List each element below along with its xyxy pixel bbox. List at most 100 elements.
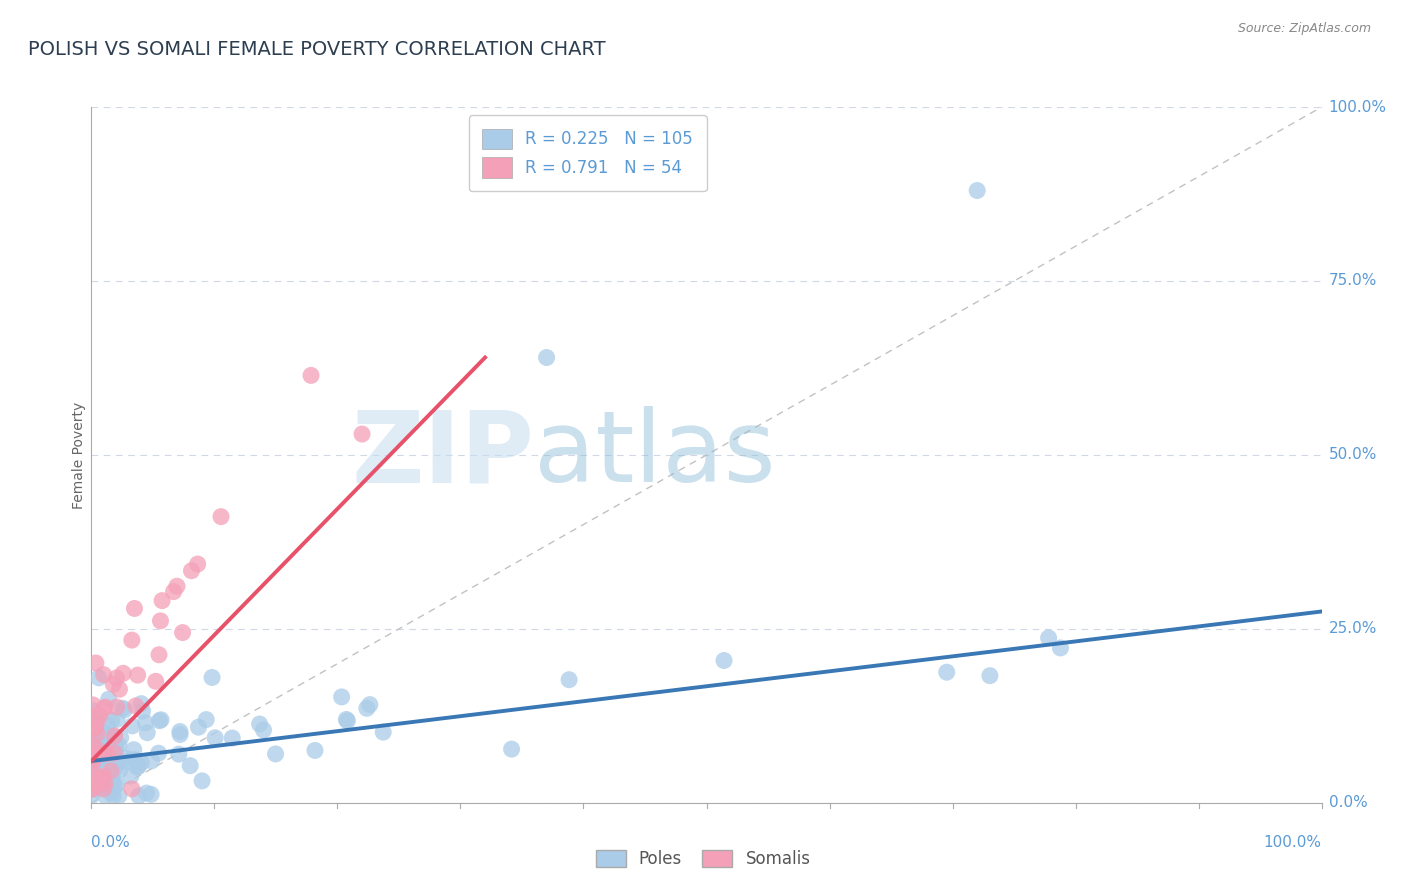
Point	[84, 721, 107, 735]
Point	[264, 747, 287, 761]
Point	[966, 184, 988, 198]
Point	[104, 762, 127, 776]
Point	[179, 758, 201, 772]
Point	[100, 786, 122, 800]
Point	[104, 738, 127, 752]
Point	[127, 668, 149, 682]
Point	[167, 747, 190, 761]
Point	[330, 690, 353, 704]
Point	[97, 772, 120, 786]
Point	[82, 755, 104, 769]
Point	[105, 712, 128, 726]
Point	[89, 708, 111, 723]
Point	[82, 698, 104, 712]
Point	[172, 625, 194, 640]
Point	[121, 781, 143, 796]
Point	[105, 671, 128, 685]
Point	[209, 509, 232, 524]
Point	[87, 671, 110, 685]
Point	[1038, 631, 1060, 645]
Text: 75.0%: 75.0%	[1329, 274, 1376, 288]
Point	[201, 670, 224, 684]
Point	[135, 786, 157, 800]
Point	[114, 751, 136, 765]
Point	[103, 750, 125, 764]
Point	[86, 727, 108, 741]
Point	[94, 777, 117, 791]
Point	[82, 781, 104, 796]
Point	[148, 648, 170, 662]
Point	[94, 762, 117, 776]
Point	[84, 656, 107, 670]
Point	[83, 767, 105, 781]
Point	[105, 749, 128, 764]
Point	[86, 773, 108, 788]
Point	[221, 731, 243, 745]
Point	[1049, 640, 1071, 655]
Point	[97, 692, 120, 706]
Point	[150, 593, 173, 607]
Point	[128, 789, 150, 803]
Point	[935, 665, 957, 680]
Point	[162, 584, 184, 599]
Point	[114, 703, 136, 717]
Point	[84, 782, 107, 797]
Point	[148, 746, 170, 760]
Point	[83, 736, 105, 750]
Point	[107, 756, 129, 771]
Text: 25.0%: 25.0%	[1329, 622, 1376, 636]
Point	[191, 773, 214, 788]
Point	[108, 763, 131, 777]
Point	[90, 731, 112, 745]
Point	[187, 720, 209, 734]
Point	[80, 781, 103, 796]
Point	[122, 752, 145, 766]
Point	[96, 727, 118, 741]
Point	[131, 756, 153, 770]
Point	[83, 724, 105, 739]
Point	[125, 760, 148, 774]
Text: 0.0%: 0.0%	[91, 836, 131, 850]
Point	[100, 780, 122, 794]
Point	[104, 729, 127, 743]
Point	[107, 738, 129, 752]
Point	[108, 682, 131, 697]
Point	[105, 700, 128, 714]
Point	[299, 368, 322, 383]
Point	[100, 764, 122, 778]
Y-axis label: Female Poverty: Female Poverty	[72, 401, 86, 508]
Point	[94, 748, 117, 763]
Point	[124, 601, 146, 615]
Point	[336, 714, 359, 728]
Point	[82, 704, 104, 718]
Point	[89, 745, 111, 759]
Point	[100, 714, 122, 728]
Text: 100.0%: 100.0%	[1329, 100, 1386, 114]
Text: 0.0%: 0.0%	[1329, 796, 1368, 810]
Point	[103, 759, 125, 773]
Point	[86, 711, 108, 725]
Point	[103, 789, 125, 803]
Point	[150, 713, 173, 727]
Point	[93, 667, 115, 681]
Point	[249, 717, 271, 731]
Point	[356, 701, 378, 715]
Point	[103, 746, 125, 760]
Point	[90, 725, 112, 739]
Point	[149, 614, 172, 628]
Point	[122, 742, 145, 756]
Point	[80, 789, 103, 803]
Point	[94, 789, 117, 803]
Point	[103, 677, 125, 691]
Point	[104, 741, 127, 756]
Point	[131, 704, 153, 718]
Point	[180, 564, 202, 578]
Point	[82, 753, 104, 767]
Point	[121, 633, 143, 648]
Point	[87, 774, 110, 789]
Point	[501, 742, 523, 756]
Point	[86, 716, 108, 731]
Point	[148, 714, 170, 728]
Point	[103, 737, 125, 751]
Point	[94, 747, 117, 761]
